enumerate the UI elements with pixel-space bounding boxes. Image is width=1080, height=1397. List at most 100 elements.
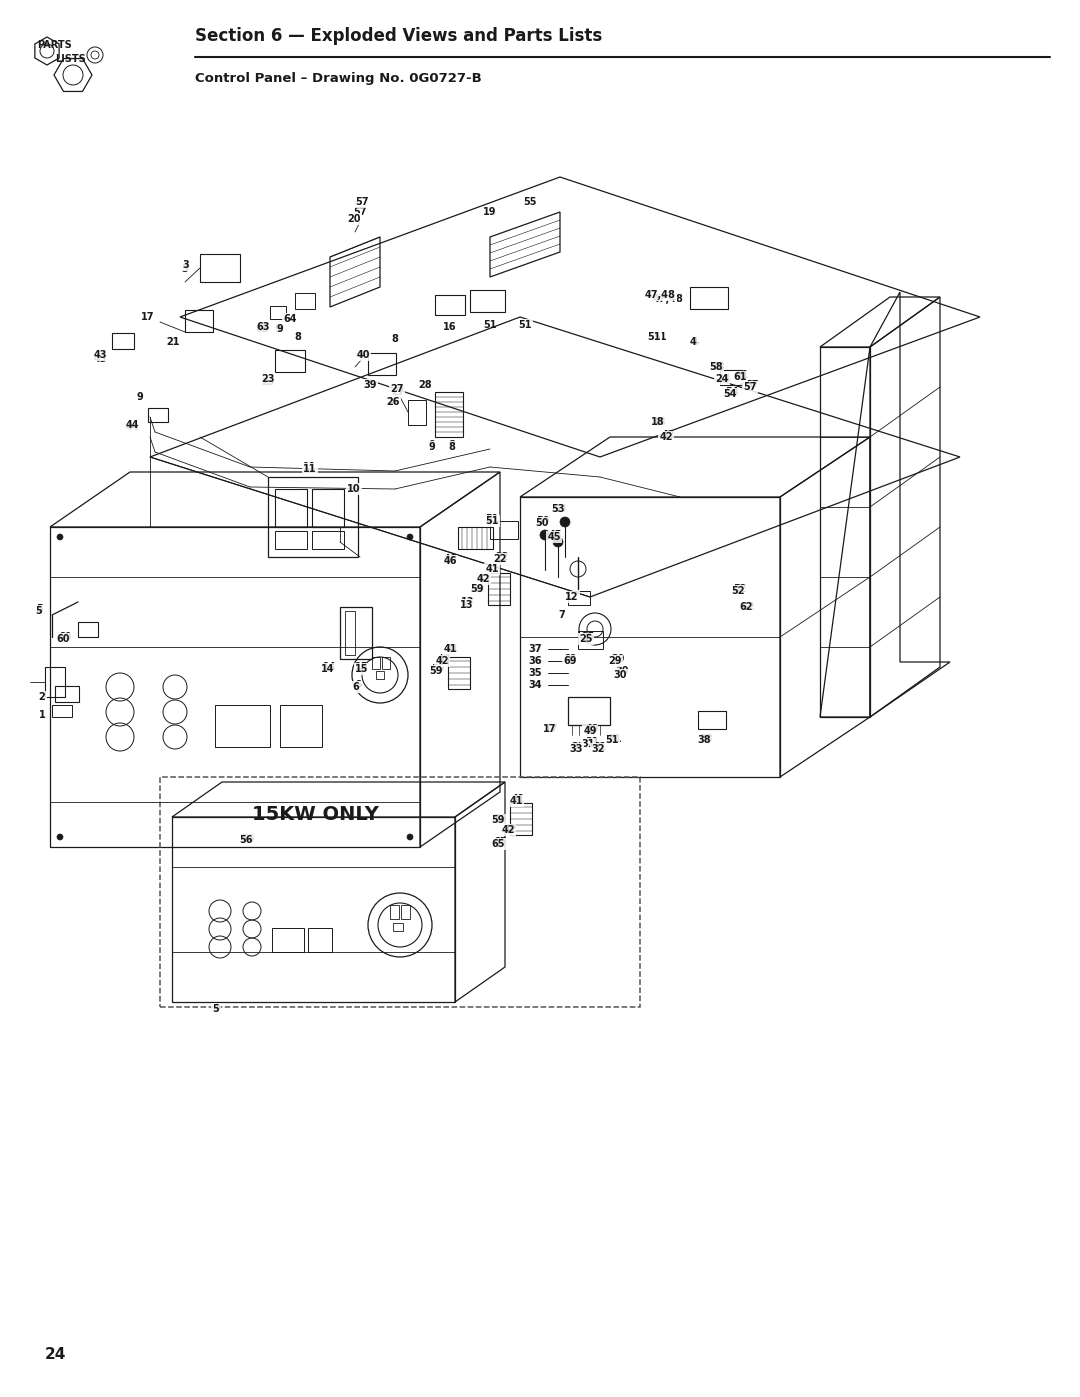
Text: Control Panel – Drawing No. 0G0727-B: Control Panel – Drawing No. 0G0727-B	[195, 73, 482, 85]
Text: 49: 49	[585, 724, 598, 733]
Text: 51: 51	[605, 735, 619, 745]
Bar	[393, 923, 403, 930]
Text: 44: 44	[125, 422, 138, 432]
Circle shape	[540, 529, 550, 541]
Text: 38: 38	[698, 735, 711, 745]
Text: 12: 12	[565, 592, 579, 602]
Text: 15: 15	[355, 662, 368, 672]
Text: 29: 29	[608, 657, 622, 666]
Text: 2: 2	[39, 692, 45, 703]
Text: 24: 24	[45, 1347, 66, 1362]
Text: 25: 25	[581, 631, 595, 643]
Bar	[435, 393, 463, 437]
Bar	[272, 928, 303, 951]
Text: 8: 8	[392, 334, 399, 344]
Text: 56: 56	[241, 834, 255, 844]
Text: 11: 11	[303, 462, 316, 472]
Text: 5: 5	[36, 606, 42, 616]
Bar	[148, 408, 168, 422]
Text: 34: 34	[529, 680, 543, 690]
Text: 33: 33	[571, 742, 584, 752]
Text: 44: 44	[125, 420, 138, 430]
Text: 41: 41	[511, 793, 525, 805]
Text: 47,48: 47,48	[645, 291, 675, 300]
Text: 60: 60	[56, 634, 70, 644]
Text: 52: 52	[731, 585, 745, 597]
Text: 18: 18	[653, 416, 666, 427]
Text: 5: 5	[215, 1002, 221, 1011]
Text: 13: 13	[460, 599, 474, 610]
Text: 41: 41	[485, 564, 499, 574]
Bar	[488, 573, 510, 605]
Text: 50: 50	[536, 518, 549, 528]
Text: 21: 21	[166, 337, 179, 346]
Text: 63: 63	[256, 321, 270, 332]
Text: 23: 23	[261, 377, 274, 387]
Text: 40: 40	[355, 351, 368, 360]
Bar	[312, 531, 345, 549]
Text: 27: 27	[391, 387, 405, 397]
Text: 41: 41	[443, 644, 457, 654]
Bar	[112, 332, 134, 349]
Text: 45: 45	[549, 529, 562, 541]
Text: 12: 12	[565, 592, 579, 602]
Text: 8: 8	[392, 334, 399, 344]
Text: 29: 29	[611, 654, 624, 664]
Text: 63: 63	[255, 324, 269, 334]
Text: 64: 64	[283, 314, 297, 324]
Bar	[720, 370, 742, 386]
Text: 45: 45	[548, 532, 561, 542]
Text: 24: 24	[715, 374, 729, 384]
Bar	[376, 671, 384, 679]
Text: 65: 65	[494, 837, 507, 847]
Circle shape	[57, 834, 63, 840]
Text: 59: 59	[471, 584, 485, 594]
Text: 42: 42	[661, 430, 675, 440]
Text: 4: 4	[690, 337, 697, 346]
Text: 27: 27	[390, 384, 404, 394]
Text: 8: 8	[448, 441, 456, 453]
Text: 22: 22	[496, 552, 509, 562]
Text: 6: 6	[353, 682, 360, 692]
Text: 7: 7	[558, 610, 565, 620]
Text: 26: 26	[387, 397, 400, 407]
Text: 38: 38	[699, 733, 713, 745]
Text: 5: 5	[213, 1004, 219, 1014]
Bar	[275, 531, 307, 549]
Text: 1: 1	[39, 710, 45, 719]
Text: 59: 59	[491, 814, 504, 826]
Text: 9: 9	[274, 324, 282, 334]
Text: 1: 1	[39, 710, 45, 719]
Text: 15KW ONLY: 15KW ONLY	[252, 805, 379, 824]
Text: 50: 50	[537, 515, 550, 527]
Bar	[308, 928, 332, 951]
Text: 28: 28	[418, 380, 432, 390]
Text: 49: 49	[583, 726, 597, 736]
Text: 41: 41	[485, 564, 499, 574]
Bar	[490, 521, 518, 539]
Text: 19: 19	[483, 207, 497, 217]
Text: 17: 17	[141, 312, 154, 321]
Text: 56: 56	[240, 835, 253, 845]
Text: 17: 17	[545, 724, 558, 733]
Text: 15: 15	[355, 664, 368, 673]
Bar	[368, 353, 396, 374]
Text: 22: 22	[494, 555, 507, 564]
Text: 53: 53	[553, 504, 567, 514]
Text: PARTS: PARTS	[38, 41, 72, 50]
Text: 59: 59	[470, 584, 484, 594]
Bar	[295, 293, 315, 309]
Text: 42: 42	[477, 574, 490, 584]
Text: 46: 46	[443, 555, 457, 564]
Circle shape	[553, 536, 563, 548]
Text: 39: 39	[363, 380, 377, 390]
Text: 10: 10	[348, 483, 362, 495]
Bar	[215, 705, 270, 747]
Bar	[340, 608, 372, 659]
Text: 55: 55	[523, 197, 537, 207]
Text: 51: 51	[485, 514, 499, 524]
Text: 16: 16	[443, 321, 457, 332]
Text: 47,48: 47,48	[652, 293, 684, 305]
Bar	[52, 705, 72, 717]
Text: 37: 37	[528, 644, 542, 654]
